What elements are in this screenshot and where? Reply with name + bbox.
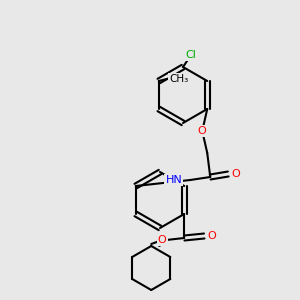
- Text: O: O: [158, 235, 167, 245]
- Text: O: O: [232, 169, 241, 179]
- Text: Cl: Cl: [186, 50, 196, 60]
- Text: O: O: [208, 231, 217, 241]
- Text: O: O: [198, 126, 207, 136]
- Text: CH₃: CH₃: [169, 74, 188, 84]
- Text: HN: HN: [166, 175, 182, 185]
